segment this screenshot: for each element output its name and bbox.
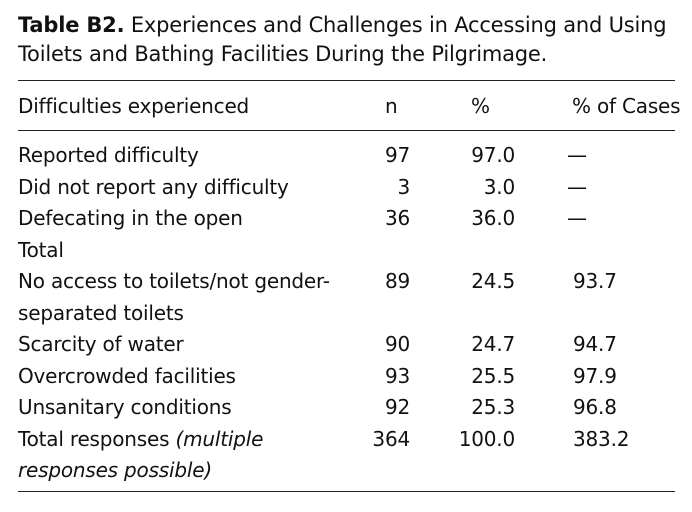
header-rule — [18, 130, 675, 131]
bottom-rule — [18, 491, 675, 492]
table-row: Reported difficulty 97 97.0 — — [18, 140, 675, 172]
cell-percent: 24.7 — [471, 332, 515, 356]
cell-percent-of-cases: — — [567, 143, 587, 167]
cell-percent: 3.0 — [483, 174, 515, 199]
table-body: Reported difficulty 97 97.0 — Did not re… — [18, 140, 675, 487]
row-label: Overcrowded facilities — [18, 363, 236, 388]
cell-percent-of-cases: 97.9 — [573, 363, 617, 388]
cell-percent: 97.0 — [471, 143, 515, 167]
cell-n: 92 — [384, 395, 410, 419]
cell-n: 364 — [372, 426, 410, 451]
cell-percent-of-cases: — — [567, 174, 587, 199]
column-header-n: n — [385, 94, 398, 118]
row-label: Defecating in the open — [18, 206, 243, 230]
row-label: Did not report any difficulty — [18, 174, 289, 199]
cell-n: 3 — [397, 174, 410, 199]
row-label: Unsanitary conditions — [18, 395, 232, 419]
table-row: Scarcity of water 90 24.7 94.7 — [18, 329, 675, 361]
table-row: Overcrowded facilities 93 25.5 97.9 — [18, 361, 675, 393]
cell-percent-of-cases — [527, 235, 675, 267]
cell-percent-of-cases: 93.7 — [573, 269, 617, 293]
table-header: Difficulties experienced n % % of Cases — [18, 91, 681, 122]
column-header-percent-of-cases: % of Cases — [572, 94, 681, 118]
cell-percent: 25.5 — [471, 363, 515, 388]
cell-percent-of-cases: — — [567, 206, 587, 230]
cell-n: 97 — [384, 143, 410, 167]
cell-percent: 100.0 — [458, 426, 515, 451]
row-label-total-responses: Total responses (multiple responses poss… — [18, 424, 363, 487]
top-rule — [18, 80, 675, 81]
table-caption: Table B2. Experiences and Challenges in … — [18, 11, 678, 69]
cell-percent-of-cases: 383.2 — [573, 426, 630, 451]
cell-n — [363, 235, 426, 267]
cell-percent — [426, 235, 527, 267]
cell-percent-of-cases: 96.8 — [573, 395, 617, 419]
table-row: Did not report any difficulty 3 3.0 — — [18, 172, 675, 204]
cell-percent: 24.5 — [471, 269, 515, 293]
table-row: Unsanitary conditions 92 25.3 96.8 — [18, 392, 675, 424]
table-row: Total responses (multiple responses poss… — [18, 424, 675, 487]
row-label: No access to toilets/not gender-separate… — [18, 269, 330, 325]
cell-n: 90 — [384, 332, 410, 356]
cell-n: 93 — [384, 363, 410, 388]
table-row: Total — [18, 235, 675, 267]
header-row: Difficulties experienced n % % of Cases — [18, 91, 681, 122]
cell-percent: 25.3 — [471, 395, 515, 419]
table-title: Experiences and Challenges in Accessing … — [18, 13, 667, 66]
table-number: Table B2. — [18, 13, 125, 37]
row-label: Reported difficulty — [18, 143, 199, 167]
cell-n: 36 — [384, 206, 410, 230]
table-row: No access to toilets/not gender-separate… — [18, 266, 675, 329]
cell-n: 89 — [384, 269, 410, 293]
cell-percent-of-cases: 94.7 — [573, 332, 617, 356]
row-note: (multiple responses possible) — [18, 426, 264, 483]
column-header-percent: % — [471, 94, 490, 118]
row-label: Total responses — [18, 426, 170, 451]
row-label: Total — [18, 237, 64, 262]
table-row: Defecating in the open 36 36.0 — — [18, 203, 675, 235]
cell-percent: 36.0 — [471, 206, 515, 230]
column-header-difficulties: Difficulties experienced — [18, 94, 250, 118]
row-label: Scarcity of water — [18, 332, 184, 356]
